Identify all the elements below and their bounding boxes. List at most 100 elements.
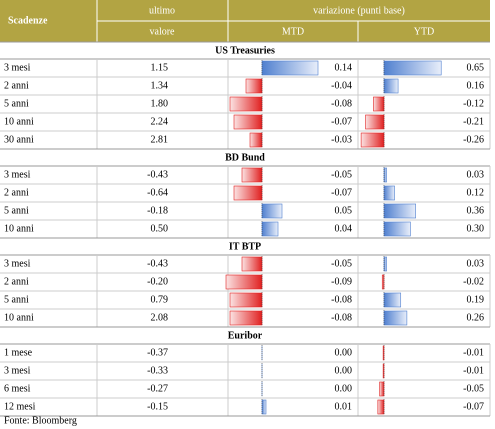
cell-value: 0.65 xyxy=(467,62,485,73)
cell-value: -0.03 xyxy=(331,134,352,145)
bar-positive xyxy=(383,310,408,326)
bar-positive xyxy=(261,203,283,219)
header-cell: ultimo xyxy=(149,5,175,16)
row-label: 3 mesi xyxy=(4,62,31,73)
row-label: 10 anni xyxy=(4,223,34,234)
row-label: 2 anni xyxy=(4,276,29,287)
bar-positive xyxy=(383,78,399,94)
cell-value: -0.05 xyxy=(331,258,352,269)
bar-negative xyxy=(229,96,263,112)
cell-value: -0.33 xyxy=(147,365,168,376)
source: Fonte: Bloomberg xyxy=(4,415,77,426)
cell-value: -0.37 xyxy=(147,347,168,358)
cell-value: 0.00 xyxy=(335,365,353,376)
section-title: Euribor xyxy=(228,330,263,341)
bar-negative xyxy=(229,310,263,326)
row-label: 5 anni xyxy=(4,98,29,109)
cell-value: 2.81 xyxy=(151,134,169,145)
cell-value: -0.02 xyxy=(463,276,484,287)
cell-value: 0.00 xyxy=(335,347,353,358)
cell-value: 2.24 xyxy=(151,116,169,127)
cell-value: 0.00 xyxy=(335,383,353,394)
cell-value: 0.03 xyxy=(467,258,485,269)
bar-positive xyxy=(261,60,319,76)
bar-positive xyxy=(383,167,387,183)
cell-value: -0.07 xyxy=(463,401,484,412)
cell-value: 0.79 xyxy=(151,294,169,305)
cell-value: -0.43 xyxy=(147,169,168,180)
cell-value: 1.34 xyxy=(151,80,169,91)
bar-positive xyxy=(383,60,442,76)
cell-value: 2.08 xyxy=(151,312,169,323)
row-label: 2 anni xyxy=(4,187,29,198)
cell-value: -0.20 xyxy=(147,276,168,287)
bar-negative xyxy=(233,114,263,130)
cell-value: 0.01 xyxy=(335,401,353,412)
row-label: 5 anni xyxy=(4,294,29,305)
bar-negative xyxy=(229,292,263,308)
table-body: US Treasuries 3 mesi 1.15 0.14 0.65 2 anni 1.3… xyxy=(0,41,491,417)
row-label: 10 anni xyxy=(4,116,34,127)
cell-value: -0.08 xyxy=(331,98,352,109)
row-label: 1 mese xyxy=(4,347,33,358)
bar-negative xyxy=(373,96,385,112)
bar-negative xyxy=(241,167,263,183)
cell-value: -0.04 xyxy=(331,80,352,91)
row-label: 6 mesi xyxy=(4,383,31,394)
cell-value: -0.05 xyxy=(463,383,484,394)
cell-value: 0.26 xyxy=(467,312,485,323)
cell-value: 0.04 xyxy=(335,223,353,234)
bar-positive xyxy=(383,221,411,237)
cell-value: 1.15 xyxy=(151,62,169,73)
cell-value: -0.08 xyxy=(331,294,352,305)
cell-value: 0.03 xyxy=(467,169,485,180)
header-cell: valore xyxy=(150,26,176,37)
cell-value: -0.18 xyxy=(147,205,168,216)
cell-value: 0.16 xyxy=(467,80,485,91)
row-label: 2 anni xyxy=(4,80,29,91)
cell-value: 0.14 xyxy=(335,62,353,73)
cell-value: -0.08 xyxy=(331,312,352,323)
section-title: US Treasuries xyxy=(215,45,275,56)
cell-value: -0.05 xyxy=(331,169,352,180)
section-title: IT BTP xyxy=(229,241,261,252)
cell-value: -0.26 xyxy=(463,134,484,145)
cell-value: 0.36 xyxy=(467,205,485,216)
bar-positive xyxy=(383,203,416,219)
cell-value: -0.07 xyxy=(331,187,352,198)
bar-positive xyxy=(383,185,395,201)
cell-value: -0.07 xyxy=(331,116,352,127)
bar-negative xyxy=(365,114,385,130)
cell-value: 0.05 xyxy=(335,205,353,216)
row-label: 5 anni xyxy=(4,205,29,216)
cell-value: 0.12 xyxy=(467,187,485,198)
bar-positive xyxy=(261,221,279,237)
header-cell: MTD xyxy=(282,26,304,37)
cell-value: 0.19 xyxy=(467,294,485,305)
section-title: BD Bund xyxy=(225,152,265,163)
row-label: 12 mesi xyxy=(4,401,36,412)
bar-negative xyxy=(379,381,385,397)
bar-negative xyxy=(245,78,263,94)
cell-value: -0.01 xyxy=(463,347,484,358)
cell-value: -0.09 xyxy=(331,276,352,287)
bar-negative xyxy=(377,399,385,415)
cell-value: -0.64 xyxy=(147,187,168,198)
bar-positive xyxy=(383,256,387,272)
cell-value: -0.43 xyxy=(147,258,168,269)
row-label: 10 anni xyxy=(4,312,34,323)
header-cell: Scadenze xyxy=(8,15,48,26)
cell-value: -0.12 xyxy=(463,98,484,109)
header-cell: YTD xyxy=(414,26,435,37)
bar-negative xyxy=(233,185,263,201)
cell-value: -0.21 xyxy=(463,116,484,127)
cell-value: -0.27 xyxy=(147,383,168,394)
row-label: 30 anni xyxy=(4,134,34,145)
row-label: 3 mesi xyxy=(4,258,31,269)
row-label: 3 mesi xyxy=(4,365,31,376)
cell-value: 1.80 xyxy=(151,98,169,109)
bar-positive xyxy=(383,292,402,308)
bar-negative xyxy=(225,274,263,290)
cell-value: 0.30 xyxy=(467,223,485,234)
